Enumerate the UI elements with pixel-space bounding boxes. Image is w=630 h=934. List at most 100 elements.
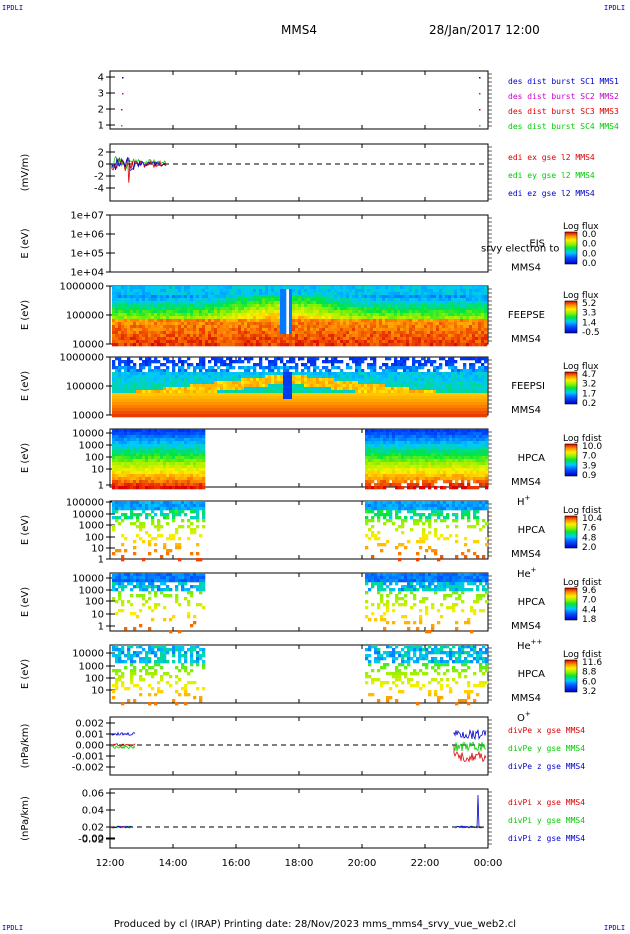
y-tick-burst-2: 2 bbox=[98, 105, 104, 116]
y-tick-hpca_hepp-3: 10 bbox=[91, 610, 104, 621]
x-tick-1: 14:00 bbox=[159, 858, 188, 869]
colorbar-hpca_hepp bbox=[564, 587, 578, 621]
colorbar-tick-feepsi-0: 4.7 bbox=[582, 370, 596, 380]
legend-divpi-1: divPi y gse MMS4 bbox=[508, 816, 585, 825]
colorbar-tick-hpca_hepp-1: 7.0 bbox=[582, 596, 597, 606]
y-tick-feepse-2: 10000 bbox=[72, 340, 104, 351]
y-tick-divpi-1: 0.04 bbox=[82, 806, 104, 817]
page-title: MMS4 bbox=[281, 23, 317, 37]
colorbar-tick-hpca_o-3: 3.2 bbox=[582, 687, 596, 697]
panel-frame-divpe bbox=[109, 716, 489, 776]
panel-edi bbox=[106, 143, 492, 202]
colorbar-tick-hpca_o-0: 11.6 bbox=[582, 658, 602, 668]
y-axis-label-eis: E (eV) bbox=[20, 228, 31, 258]
panel-eis bbox=[106, 214, 492, 273]
panel-frame-edi bbox=[109, 143, 489, 202]
feepsi-spectrogram bbox=[112, 357, 488, 418]
burst-marker-6 bbox=[479, 109, 481, 111]
instrument-feepse: FEEPSE bbox=[508, 310, 545, 321]
x-tick-2: 16:00 bbox=[222, 858, 251, 869]
y-tick-edi-0: 2 bbox=[98, 148, 104, 159]
colorbar-tick-feepse-1: 3.3 bbox=[582, 309, 596, 319]
colorbar-tick-hpca_h-3: 0.9 bbox=[582, 471, 597, 481]
x-tick-3: 18:00 bbox=[285, 858, 314, 869]
y-tick-hpca_o-0: 10000 bbox=[72, 649, 104, 660]
y-tick-hpca_h-1: 1000 bbox=[79, 441, 104, 452]
colorbar-tick-feepsi-2: 1.7 bbox=[582, 389, 596, 399]
colorbar-tick-eis-2: 0.0 bbox=[582, 249, 597, 259]
y-tick-divpi-2: 0.02 bbox=[82, 823, 104, 834]
legend-burst-2: des dist burst SC3 MMS3 bbox=[508, 107, 619, 116]
colorbar-tick-hpca_h-1: 7.0 bbox=[582, 452, 597, 462]
colorbar-tick-hpca_hepp-2: 4.4 bbox=[582, 605, 597, 615]
y-tick-edi-3: -4 bbox=[94, 184, 104, 195]
colorbar-eis bbox=[564, 231, 578, 265]
y-axis-label-divpi: (nPa/km) bbox=[20, 796, 31, 841]
colorbar-title-hpca_h: Log fdist bbox=[563, 434, 602, 444]
spacecraft-hpca_he: MMS4 bbox=[511, 549, 541, 560]
colorbar-tick-feepsi-3: 0.2 bbox=[582, 399, 596, 409]
burst-marker-4 bbox=[479, 77, 481, 79]
panel-divpe bbox=[106, 716, 492, 776]
panel-burst bbox=[106, 70, 492, 130]
y-tick-feepsi-1: 100000 bbox=[66, 382, 104, 393]
instrument-hpca_h: HPCA bbox=[518, 453, 546, 464]
instrument-hpca_o: HPCA bbox=[518, 669, 546, 680]
colorbar-feepsi bbox=[564, 371, 578, 405]
y-axis-label-divpe: (nPa/km) bbox=[20, 724, 31, 769]
species-hpca_h: H+ bbox=[517, 494, 531, 508]
corner-label-top-left: IPDLI bbox=[2, 4, 24, 12]
hpca_h-spectrogram bbox=[112, 429, 489, 490]
y-tick-divpe-0: 0.002 bbox=[75, 719, 104, 730]
spacecraft-eis: MMS4 bbox=[511, 263, 541, 274]
y-tick-feepsi-0: 1000000 bbox=[59, 353, 104, 364]
y-axis-label-hpca_he: E (eV) bbox=[20, 515, 31, 545]
y-tick-burst-1: 3 bbox=[98, 89, 104, 100]
y-tick-hpca_o-3: 10 bbox=[91, 686, 104, 697]
colorbar-tick-hpca_hepp-0: 9.6 bbox=[582, 586, 597, 596]
y-tick-burst-0: 4 bbox=[98, 73, 104, 84]
hpca_hepp-spectrogram bbox=[112, 573, 489, 634]
y-axis-label-feepse: E (eV) bbox=[20, 300, 31, 330]
spacecraft-hpca_hepp: MMS4 bbox=[511, 621, 541, 632]
y-tick-hpca_he-1: 10000 bbox=[72, 510, 104, 521]
colorbar-title-hpca_o: Log fdist bbox=[563, 650, 602, 660]
colorbar-tick-hpca_he-3: 2.0 bbox=[582, 543, 597, 553]
y-tick-divpi-0: 0.06 bbox=[82, 789, 104, 800]
legend-burst-3: des dist burst SC4 MMS4 bbox=[508, 122, 619, 131]
colorbar-hpca_he bbox=[564, 515, 578, 549]
y-axis-label-hpca_h: E (eV) bbox=[20, 443, 31, 473]
burst-marker-1 bbox=[122, 93, 124, 95]
divpe-series-1-0 bbox=[111, 745, 136, 750]
y-axis-label-edi: (mV/m) bbox=[20, 154, 31, 192]
hpca_he-spectrogram bbox=[112, 501, 489, 562]
divpi-series-2-1 bbox=[455, 794, 484, 829]
panel-hpca_he bbox=[106, 500, 492, 560]
y-tick-hpca_he-3: 100 bbox=[85, 533, 104, 544]
colorbar-tick-feepse-0: 5.2 bbox=[582, 299, 596, 309]
y-tick-eis-2: 1e+05 bbox=[70, 249, 104, 260]
panel-frame-burst bbox=[109, 70, 489, 130]
burst-marker-0 bbox=[122, 77, 124, 79]
colorbar-tick-hpca_hepp-3: 1.8 bbox=[582, 615, 597, 625]
edi-series-2 bbox=[111, 156, 167, 172]
divpe-series-1-1 bbox=[453, 741, 487, 753]
burst-marker-5 bbox=[479, 93, 481, 95]
y-tick-burst-3: 1 bbox=[98, 121, 104, 132]
y-tick-hpca_hepp-4: 1 bbox=[98, 622, 104, 633]
panel-frame-eis bbox=[109, 214, 489, 273]
corner-label-bottom-right: IPDLI bbox=[604, 924, 626, 932]
y-tick-hpca_he-5: 1 bbox=[98, 555, 104, 566]
corner-label-top-right: IPDLI bbox=[604, 4, 626, 12]
colorbar-tick-hpca_he-0: 10.4 bbox=[582, 514, 602, 524]
colorbar-feepse bbox=[564, 300, 578, 334]
legend-burst-0: des dist burst SC1 MMS1 bbox=[508, 77, 619, 86]
legend-edi-1: edi ey gse l2 MMS4 bbox=[508, 171, 595, 180]
colorbar-tick-feepse-2: 1.4 bbox=[582, 318, 597, 328]
y-tick-divpe-2: 0.000 bbox=[75, 741, 104, 752]
y-tick-divpi-3: 0.00 bbox=[82, 834, 104, 845]
y-tick-hpca_h-3: 10 bbox=[91, 465, 104, 476]
y-tick-feepse-1: 100000 bbox=[66, 311, 104, 322]
species-hpca_hepp: He++ bbox=[517, 638, 543, 652]
instrument-hpca_he: HPCA bbox=[518, 525, 546, 536]
